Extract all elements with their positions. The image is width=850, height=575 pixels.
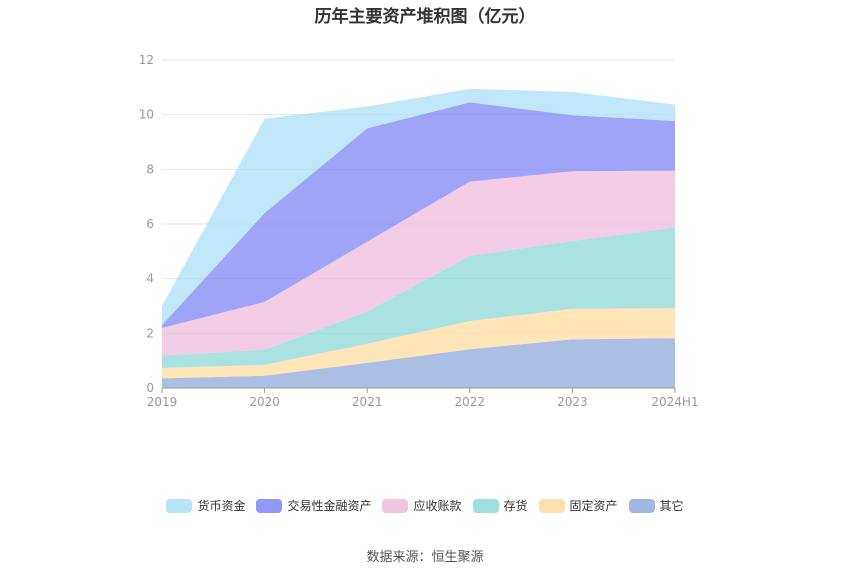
y-tick-label: 10 (139, 108, 154, 122)
x-tick-label: 2019 (147, 395, 178, 409)
chart-legend: 货币资金 交易性金融资产 应收账款 存货 固定资产 其它 (0, 497, 850, 514)
legend-label: 其它 (659, 499, 684, 513)
legend-swatch (166, 498, 193, 513)
chart-title: 历年主要资产堆积图（亿元） (314, 7, 536, 27)
legend-swatch (382, 498, 409, 513)
y-tick-label: 12 (139, 53, 154, 67)
y-tick-label: 2 (146, 326, 154, 340)
legend-label: 交易性金融资产 (287, 499, 372, 513)
axis-layer: 0 2 4 6 8 10 12 2019 2020 2021 2022 2023 2024H1 (139, 53, 699, 409)
legend-label: 应收账款 (413, 499, 462, 513)
legend-item[interactable]: 货币资金 (166, 497, 245, 514)
y-tick-label: 8 (146, 162, 154, 176)
legend-item[interactable]: 存货 (472, 497, 528, 514)
x-tick-label: 2023 (557, 395, 588, 409)
legend-label: 固定资产 (569, 499, 618, 513)
area-layer (162, 88, 675, 388)
legend-item[interactable]: 应收账款 (382, 497, 462, 514)
legend-label: 货币资金 (197, 499, 246, 513)
y-tick-label: 4 (146, 272, 154, 286)
area-series-货币资金[interactable] (162, 88, 675, 326)
y-tick-label: 0 (146, 381, 154, 395)
legend-swatch (256, 498, 283, 513)
area-series-存货[interactable] (162, 227, 675, 369)
x-tick-label: 2021 (352, 395, 383, 409)
x-tick-label: 2024H1 (651, 395, 698, 409)
legend-swatch (628, 498, 655, 513)
x-tick-label: 2020 (249, 395, 280, 409)
x-tick-label: 2022 (455, 395, 486, 409)
legend-item[interactable]: 其它 (628, 497, 684, 514)
data-source: 数据来源：恒生聚源 (366, 550, 484, 565)
area-series-应收账款[interactable] (162, 170, 675, 356)
legend-item[interactable]: 固定资产 (538, 497, 618, 514)
y-tick-label: 6 (146, 217, 154, 231)
area-series-交易性金融资产[interactable] (162, 102, 675, 328)
area-series-其它[interactable] (162, 338, 675, 388)
legend-item[interactable]: 交易性金融资产 (256, 497, 371, 514)
area-series-固定资产[interactable] (162, 308, 675, 379)
legend-swatch (472, 498, 499, 513)
legend-swatch (538, 498, 565, 513)
legend-label: 存货 (503, 499, 528, 513)
